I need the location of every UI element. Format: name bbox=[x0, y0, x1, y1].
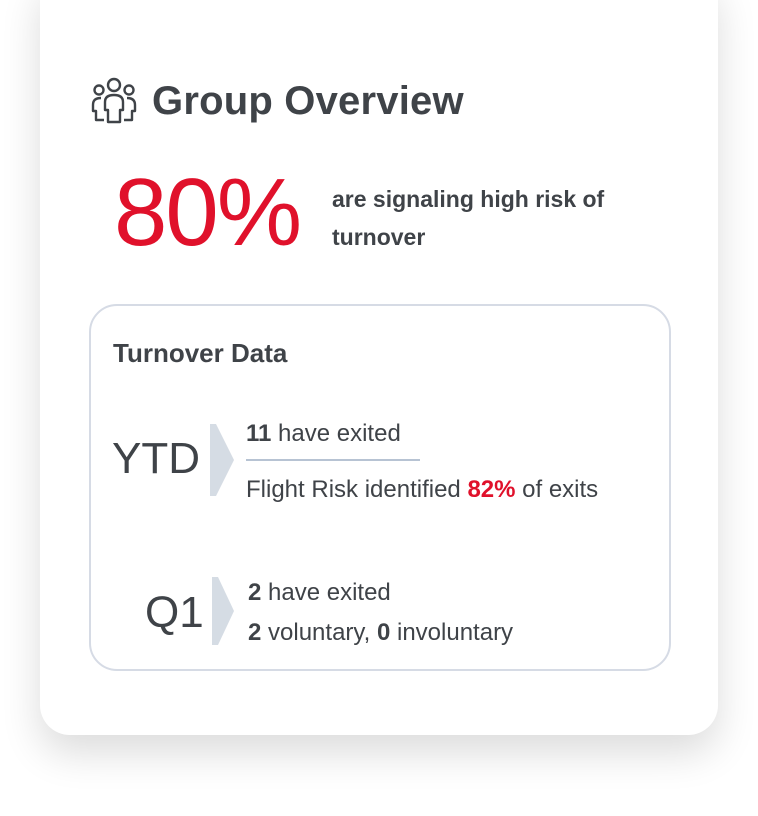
divider bbox=[246, 459, 420, 461]
ytd-exited-text: have exited bbox=[271, 420, 401, 447]
q1-label: Q1 bbox=[145, 588, 204, 637]
involuntary-count: 0 bbox=[376, 619, 391, 646]
flight-risk-prefix: Flight Risk identified bbox=[246, 476, 468, 503]
voluntary-count: 2 bbox=[248, 619, 262, 646]
page-title: Group Overview bbox=[152, 78, 464, 123]
group-people-icon bbox=[91, 77, 137, 124]
q1-exited-count: 2 bbox=[248, 579, 262, 606]
turnover-title: Turnover Data bbox=[113, 338, 288, 368]
ytd-label: YTD bbox=[112, 434, 200, 483]
risk-percent: 80% bbox=[114, 159, 302, 266]
flight-risk-percent: 82% bbox=[467, 476, 516, 503]
chevron-right-icon bbox=[210, 424, 234, 496]
ytd-exited-count: 11 bbox=[246, 420, 272, 447]
risk-description: are signaling high risk of turnover bbox=[332, 186, 605, 250]
q1-breakdown: 2 voluntary, 0 involuntary bbox=[248, 619, 513, 647]
voluntary-text: voluntary, bbox=[261, 619, 377, 646]
ytd-flight-risk: Flight Risk identified 82% of exits bbox=[246, 476, 598, 504]
q1-exited: 2 have exited bbox=[248, 579, 391, 607]
card-header: Group Overview bbox=[88, 76, 464, 126]
group-overview-card bbox=[40, 0, 718, 735]
flight-risk-suffix: of exits bbox=[515, 476, 599, 503]
chevron-right-icon bbox=[212, 577, 234, 645]
involuntary-text: involuntary bbox=[390, 619, 514, 646]
turnover-data-panel: Turnover Data bbox=[89, 304, 671, 671]
ytd-exited: 11 have exited bbox=[246, 420, 401, 448]
q1-exited-text: have exited bbox=[261, 579, 391, 606]
